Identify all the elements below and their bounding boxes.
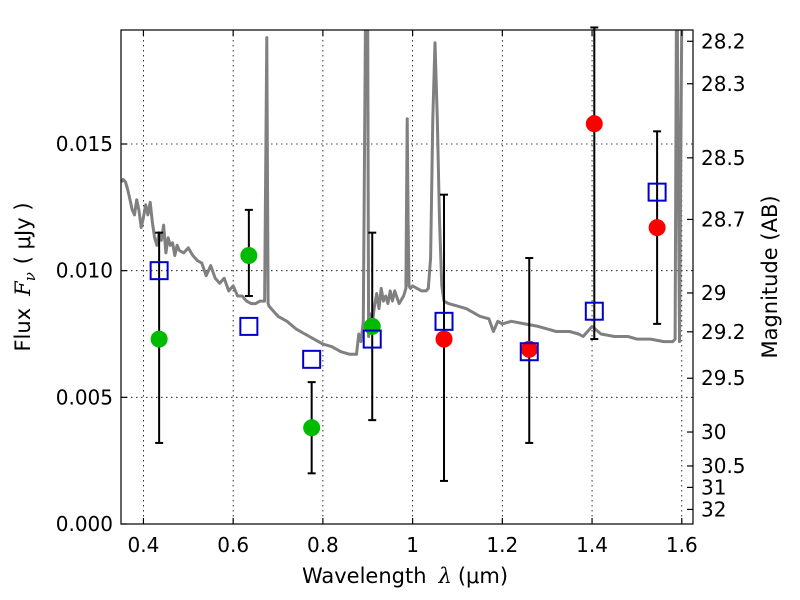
nir-data-point <box>585 115 603 133</box>
x-tick-label: 1.4 <box>576 533 608 557</box>
y2-tick-label: 29.5 <box>701 366 746 390</box>
nir-data-point <box>435 330 453 348</box>
x-tick-label: 1 <box>406 533 419 557</box>
y2-tick-label: 32 <box>701 497 726 521</box>
y2-tick-label: 30 <box>701 420 726 444</box>
y-axis-title: FluxFν( μJy ) <box>11 202 39 351</box>
y2-tick-label: 29.2 <box>701 320 746 344</box>
nir-data-point <box>648 219 666 237</box>
y2-tick-label: 28.3 <box>701 72 746 96</box>
model-photometry-marker <box>519 342 539 362</box>
y2-tick-label: 28.5 <box>701 146 746 170</box>
model-photometry-marker <box>302 349 322 369</box>
axis-ticks: 0.4 0.6 0.8 1 1.2 1.4 1.6 0.000 0.005 0.010 0.015 2… <box>56 29 746 557</box>
model-sed-line <box>121 30 684 356</box>
model-photometry-marker <box>584 301 604 321</box>
model-sed-layer <box>121 30 684 356</box>
x-tick-label: 1.2 <box>486 533 518 557</box>
optical-data-point <box>303 419 321 437</box>
y2-axis-title: Magnitude (AB) <box>758 195 782 358</box>
x-tick-label: 0.6 <box>217 533 249 557</box>
x-tick-label: 1.6 <box>666 533 698 557</box>
optical-data-point <box>363 317 381 335</box>
y2-tick-label: 29 <box>701 281 726 305</box>
x-axis-title: Wavelength λ (μm) <box>302 564 508 588</box>
y2-tick-label: 28.2 <box>701 29 746 53</box>
model-photometry-marker <box>434 311 454 331</box>
y2-tick-label: 28.7 <box>701 207 746 231</box>
y-tick-label: 0.005 <box>56 385 113 409</box>
y2-tick-label: 31 <box>701 475 726 499</box>
model-photometry-marker <box>362 329 382 349</box>
y-tick-label: 0.000 <box>56 512 113 536</box>
model-photometry-marker <box>149 261 169 281</box>
optical-data-point <box>240 246 258 264</box>
data-point-layer <box>150 115 666 437</box>
y2-tick-label: 30.5 <box>701 454 746 478</box>
y-tick-label: 0.010 <box>56 259 113 283</box>
plot-frame <box>120 29 694 525</box>
y-tick-label: 0.015 <box>56 132 113 156</box>
model-photometry-marker <box>239 316 259 336</box>
model-photometry-layer <box>149 182 667 369</box>
optical-data-point <box>150 330 168 348</box>
model-photometry-marker <box>647 182 667 202</box>
x-tick-label: 0.4 <box>128 533 160 557</box>
x-tick-label: 0.8 <box>307 533 339 557</box>
